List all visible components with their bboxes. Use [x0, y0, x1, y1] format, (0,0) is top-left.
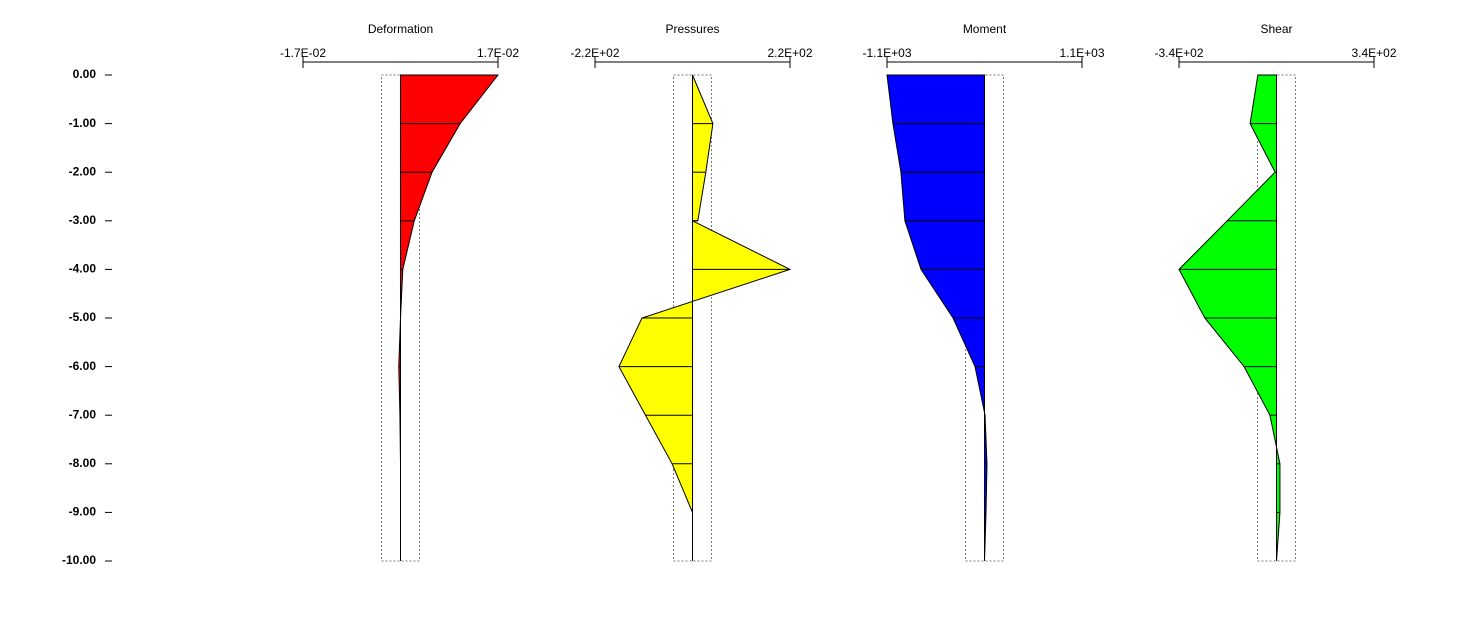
y-tick-label: -7.00 — [69, 407, 97, 421]
y-tick-label: -5.00 — [69, 310, 97, 324]
y-tick-label: 0.00 — [73, 67, 97, 81]
y-tick-label: -1.00 — [69, 116, 97, 130]
x-tick-label: 3.4E+02 — [1351, 46, 1396, 60]
panel-title: Moment — [963, 22, 1007, 36]
panel-title: Deformation — [368, 22, 433, 36]
y-tick-label: -6.00 — [69, 359, 97, 373]
x-tick-label: -3.4E+02 — [1154, 46, 1203, 60]
y-tick-label: -10.00 — [62, 553, 96, 567]
panel-title: Pressures — [665, 22, 719, 36]
y-tick-label: -3.00 — [69, 213, 97, 227]
y-tick-label: -9.00 — [69, 505, 97, 519]
y-tick-label: -8.00 — [69, 456, 97, 470]
x-tick-label: 2.2E+02 — [767, 46, 812, 60]
x-tick-label: -2.2E+02 — [570, 46, 619, 60]
x-tick-label: 1.7E-02 — [477, 46, 519, 60]
y-tick-label: -2.00 — [69, 164, 97, 178]
panel-title: Shear — [1260, 22, 1292, 36]
area — [398, 74, 500, 561]
y-tick-label: -4.00 — [69, 262, 97, 276]
x-tick-label: -1.1E+03 — [862, 46, 911, 60]
x-tick-label: -1.7E-02 — [280, 46, 326, 60]
x-tick-label: 1.1E+03 — [1059, 46, 1104, 60]
envelope-box — [381, 74, 420, 562]
